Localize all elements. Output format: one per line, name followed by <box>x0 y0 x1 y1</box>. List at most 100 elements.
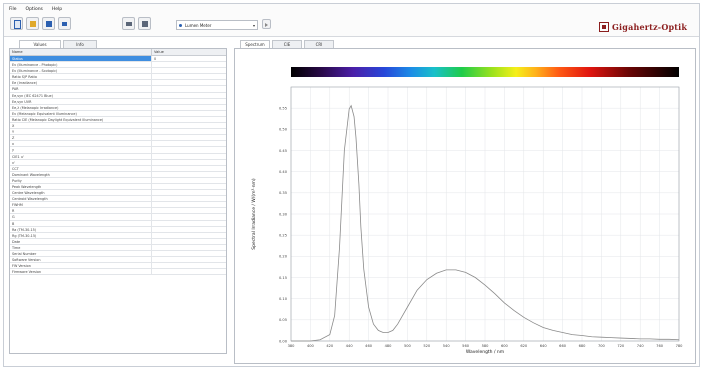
table-cell-value <box>152 135 226 140</box>
print-button[interactable] <box>138 17 151 30</box>
table-row[interactable]: Software Version <box>10 257 226 264</box>
table-row[interactable]: Centre Wavelength <box>10 190 226 197</box>
open-button[interactable] <box>26 17 39 30</box>
table-cell-name: Date <box>10 238 152 244</box>
print-preview-button[interactable] <box>122 17 135 30</box>
brand-name: Gigahertz-Optik <box>612 22 688 32</box>
toolbar: Lumen Meter ▾ Gigahertz-Optik <box>4 14 699 37</box>
menu-file[interactable]: File <box>9 6 17 12</box>
print-icon <box>126 22 132 26</box>
table-cell-name: Firmware Version <box>10 269 152 275</box>
table-row[interactable]: Rg (TM-30-15) <box>10 232 226 239</box>
table-row[interactable]: CIE1 u' <box>10 153 226 160</box>
table-row[interactable]: PAR <box>10 86 226 93</box>
table-row[interactable]: Ratio S/P Ratio <box>10 74 226 81</box>
x-axis-ticks: 380 400 420 440 460 480 500 520 540 560 580 600 620 6… <box>288 344 684 348</box>
spectrum-chart-area: 0.00 0.05 0.10 0.15 0.20 0.25 0.30 0.35 0.40 0.45… <box>234 48 696 364</box>
mode-next-button[interactable] <box>262 19 271 29</box>
table-row[interactable]: G <box>10 214 226 221</box>
table-cell-name: Peak Wavelength <box>10 183 152 190</box>
table-row[interactable]: Ee,λ (Melanopic Irradiance) <box>10 104 226 111</box>
table-row[interactable]: Ratio CIE (Melanopic Daylight Equivalent… <box>10 116 226 124</box>
table-cell-value <box>152 68 226 73</box>
table-row[interactable]: y <box>10 147 226 154</box>
table-row[interactable]: Ee,syn UVR <box>10 98 226 105</box>
table-row[interactable]: Date <box>10 238 226 245</box>
table-row[interactable]: Status 0 <box>10 56 226 63</box>
table-row[interactable]: FW Version <box>10 263 226 270</box>
table-row[interactable]: FWHM <box>10 202 226 209</box>
table-row[interactable]: Firmware Version <box>10 269 226 276</box>
table-cell-value <box>152 105 226 110</box>
chevron-down-icon: ▾ <box>252 23 255 28</box>
x-tick-label: 400 <box>307 344 315 348</box>
table-cell-value <box>152 196 226 201</box>
y-tick-label: 0.45 <box>279 149 287 153</box>
table-row[interactable]: Dominant Wavelength <box>10 171 226 178</box>
column-header-value[interactable]: Value <box>154 50 164 54</box>
x-tick-label: 420 <box>326 344 334 348</box>
values-table-body: Status 0 Ev (Illuminance - Photopic) Ev (Il… <box>10 56 226 276</box>
table-row[interactable]: Centroid Wavelength <box>10 196 226 203</box>
menu-options[interactable]: Options <box>25 6 43 12</box>
values-table-header: Name Value <box>10 49 226 56</box>
table-row[interactable]: x <box>10 141 226 148</box>
table-cell-name: Serial Number <box>10 251 152 257</box>
new-button[interactable] <box>10 17 23 30</box>
table-cell-name: X <box>10 123 152 129</box>
table-cell-value <box>152 141 226 146</box>
table-cell-name: Y <box>10 129 152 135</box>
table-cell-value <box>152 178 226 183</box>
table-row[interactable]: B <box>10 220 226 227</box>
table-row[interactable]: Y <box>10 129 226 136</box>
y-tick-label: 0.35 <box>279 191 287 195</box>
printer-icon <box>142 21 148 27</box>
tab-info[interactable]: Info <box>63 40 97 48</box>
table-cell-value <box>152 166 226 171</box>
tab-spectrum[interactable]: Spectrum <box>240 40 270 48</box>
table-cell-name: Purity <box>10 177 152 183</box>
table-row[interactable]: Serial Number <box>10 251 226 258</box>
menu-help[interactable]: Help <box>51 6 63 12</box>
table-cell-value <box>152 129 226 134</box>
x-tick-label: 780 <box>676 344 684 348</box>
table-row[interactable]: CCT <box>10 165 226 172</box>
x-tick-label: 740 <box>637 344 645 348</box>
table-cell-name: Time <box>10 244 152 250</box>
tab-values[interactable]: Values <box>19 40 61 48</box>
table-row[interactable]: v' <box>10 159 226 166</box>
table-row[interactable]: Z <box>10 135 226 142</box>
table-cell-name: Ee,syn (IEC 62471 Blue) <box>10 92 152 98</box>
table-row[interactable]: R <box>10 208 226 215</box>
table-row[interactable]: X <box>10 123 226 130</box>
mode-select[interactable]: Lumen Meter ▾ <box>176 20 258 30</box>
table-cell-name: R <box>10 208 152 214</box>
tab-cie[interactable]: CIE <box>272 40 302 48</box>
table-row[interactable]: Ee (Irradiance) <box>10 80 226 87</box>
table-cell-name: Ratio CIE (Melanopic Daylight Equivalent… <box>10 116 152 123</box>
open-folder-icon <box>30 21 36 27</box>
table-row[interactable]: Ev (Melanopic Equivalent Illuminance) <box>10 110 226 117</box>
table-row[interactable]: Ev (Illuminance - Photopic) <box>10 62 226 69</box>
table-cell-value <box>152 147 226 152</box>
table-cell-value <box>152 93 226 98</box>
table-row[interactable]: Purity <box>10 177 226 184</box>
y-tick-label: 0.00 <box>279 339 288 343</box>
table-cell-name: v' <box>10 159 152 165</box>
table-cell-name: Centroid Wavelength <box>10 196 152 202</box>
save-button[interactable] <box>42 17 55 30</box>
table-row[interactable]: Time <box>10 244 226 251</box>
table-cell-value <box>152 111 226 116</box>
table-row[interactable]: Ra (TM-30-15) <box>10 226 226 233</box>
table-row[interactable]: Ee,syn (IEC 62471 Blue) <box>10 92 226 99</box>
table-row[interactable]: Ev (Illuminance - Scotopic) <box>10 68 226 75</box>
tab-cri[interactable]: CRI <box>304 40 334 48</box>
export-button[interactable] <box>58 17 71 30</box>
table-cell-name: PAR <box>10 86 152 92</box>
x-tick-label: 720 <box>617 344 625 348</box>
table-cell-value <box>152 123 226 128</box>
column-header-name[interactable]: Name <box>10 49 152 55</box>
table-row[interactable]: Peak Wavelength <box>10 183 226 191</box>
table-cell-name: x <box>10 141 152 147</box>
y-tick-label: 0.10 <box>279 297 288 301</box>
